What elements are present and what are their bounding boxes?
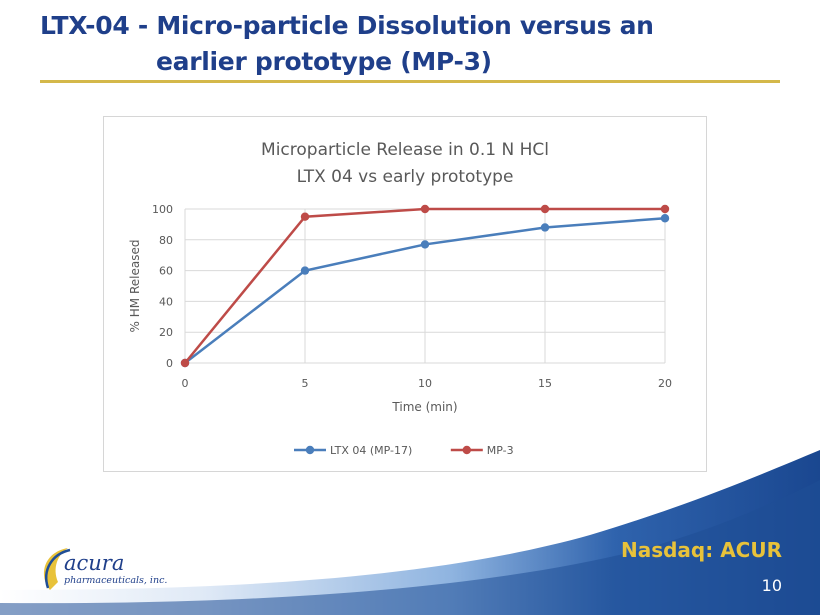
- acura-logo: acura pharmaceuticals, inc.: [44, 548, 167, 590]
- logo-subtitle: pharmaceuticals, inc.: [64, 575, 167, 586]
- data-point-mp-3: [180, 358, 190, 368]
- data-point-ltx-04-mp-17: [300, 266, 310, 275]
- y-axis-ticks: 0 20 40 60 80 100: [152, 203, 173, 370]
- title-underline: [40, 80, 780, 83]
- x-tick-label: 0: [182, 377, 189, 390]
- legend-label-ltx-04-mp-17: LTX 04 (MP-17): [330, 444, 412, 457]
- y-tick-label: 100: [152, 203, 173, 216]
- slide-title-line1: LTX-04 - Micro-particle Dissolution vers…: [40, 11, 654, 40]
- data-point-ltx-04-mp-17: [540, 223, 550, 232]
- legend-label-mp-3: MP-3: [487, 444, 514, 457]
- data-point-mp-3: [420, 204, 430, 214]
- series-lines: [180, 204, 670, 368]
- y-tick-label: 20: [159, 326, 173, 339]
- y-tick-label: 80: [159, 234, 173, 247]
- x-tick-label: 5: [302, 377, 309, 390]
- data-point-ltx-04-mp-17: [420, 240, 430, 249]
- x-tick-label: 10: [418, 377, 432, 390]
- y-tick-label: 40: [159, 295, 173, 308]
- chart-legend: LTX 04 (MP-17) MP-3: [294, 444, 514, 457]
- chart-container: Microparticle Release in 0.1 N HCl LTX 0…: [103, 116, 707, 472]
- logo-name: acura: [64, 551, 124, 575]
- x-tick-label: 15: [538, 377, 552, 390]
- data-point-ltx-04-mp-17: [660, 214, 670, 223]
- x-axis-label: Time (min): [391, 400, 457, 414]
- page-number: 10: [761, 576, 782, 595]
- gridlines: [184, 208, 666, 364]
- dissolution-chart: Microparticle Release in 0.1 N HCl LTX 0…: [128, 140, 673, 457]
- y-axis-label: % HM Released: [128, 240, 142, 333]
- y-tick-label: 0: [166, 357, 173, 370]
- x-tick-label: 20: [658, 377, 672, 390]
- legend-marker-ltx-04-mp-17: [305, 445, 315, 455]
- data-point-mp-3: [540, 204, 550, 214]
- chart-title: Microparticle Release in 0.1 N HCl: [261, 140, 549, 160]
- nasdaq-ticker: Nasdaq: ACUR: [620, 538, 782, 562]
- data-point-mp-3: [660, 204, 670, 214]
- data-point-mp-3: [300, 212, 310, 221]
- chart-subtitle: LTX 04 vs early prototype: [297, 167, 514, 187]
- x-axis-ticks: 0 5 10 15 20: [182, 377, 673, 390]
- y-tick-label: 60: [159, 265, 173, 278]
- legend-marker-mp-3: [462, 445, 471, 455]
- slide-title-line2: earlier prototype (MP-3): [156, 47, 492, 76]
- footer-wave: [0, 450, 820, 615]
- slide-title: LTX-04 - Micro-particle Dissolution vers…: [40, 8, 780, 80]
